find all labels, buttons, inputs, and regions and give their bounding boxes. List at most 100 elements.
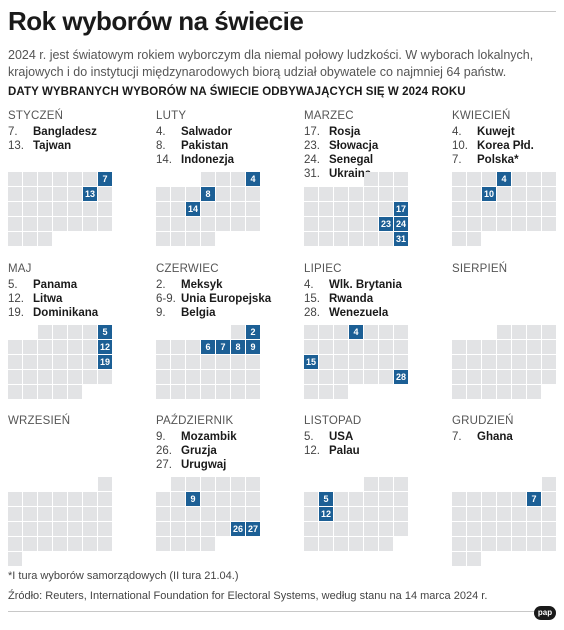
day-cell <box>38 202 52 216</box>
election-entry: 17. Rosja <box>304 125 360 139</box>
day-cell <box>364 187 378 201</box>
month-calendar: 7 13 <box>8 172 113 246</box>
day-cell <box>8 355 22 369</box>
day-cell <box>38 340 52 354</box>
day-cell <box>542 187 556 201</box>
election-day-cell: 7 <box>98 172 112 186</box>
election-date: 28. <box>304 307 320 319</box>
election-date: 24. <box>304 154 320 166</box>
day-cell <box>53 202 67 216</box>
election-date: 7. <box>8 126 18 138</box>
day-cell <box>512 325 526 339</box>
day-cell <box>364 370 378 384</box>
day-cell <box>394 355 408 369</box>
election-day-cell: 24 <box>394 217 408 231</box>
day-cell <box>171 217 185 231</box>
day-cell <box>304 522 318 536</box>
day-cell <box>319 217 333 231</box>
day-cell <box>542 355 556 369</box>
month-calendar: 4 8 14 <box>156 172 261 246</box>
day-cell <box>394 187 408 201</box>
day-cell <box>231 492 245 506</box>
election-day-cell: 10 <box>482 187 496 201</box>
day-cell <box>497 355 511 369</box>
day-cell <box>68 340 82 354</box>
election-day-cell: 9 <box>186 492 200 506</box>
day-cell <box>156 232 170 246</box>
day-cell <box>349 187 363 201</box>
election-day-cell: 6 <box>201 340 215 354</box>
month-name: KWIECIEŃ <box>452 110 511 122</box>
election-date: 7. <box>452 431 462 443</box>
day-cell <box>334 507 348 521</box>
day-cell <box>38 172 52 186</box>
election-country: Wlk. Brytania <box>329 279 402 291</box>
day-cell <box>156 187 170 201</box>
day-cell <box>68 537 82 551</box>
day-cell <box>497 187 511 201</box>
election-entry: 19. Dominikana <box>8 306 98 320</box>
month-panel: LISTOPAD 5. USA 12. Palau 5 12 <box>304 415 439 565</box>
day-cell <box>98 370 112 384</box>
day-cell <box>467 552 481 566</box>
day-cell <box>231 187 245 201</box>
day-cell <box>68 492 82 506</box>
day-cell <box>467 187 481 201</box>
day-cell <box>379 522 393 536</box>
day-cell <box>467 537 481 551</box>
election-date: 12. <box>8 293 24 305</box>
election-date: 31. <box>304 168 320 180</box>
election-day-cell: 8 <box>231 340 245 354</box>
day-cell <box>216 385 230 399</box>
day-cell <box>349 537 363 551</box>
day-cell <box>452 552 466 566</box>
day-cell <box>83 172 97 186</box>
day-cell <box>186 385 200 399</box>
election-country: Litwa <box>33 293 63 305</box>
day-cell <box>497 507 511 521</box>
day-cell <box>216 477 230 491</box>
election-date: 4. <box>304 279 314 291</box>
day-cell <box>349 522 363 536</box>
day-cell <box>334 187 348 201</box>
day-cell <box>98 217 112 231</box>
day-cell <box>319 370 333 384</box>
month-calendar: 4 15 28 <box>304 325 409 399</box>
day-cell <box>53 187 67 201</box>
election-day-cell: 2 <box>246 325 260 339</box>
day-cell <box>68 522 82 536</box>
month-panel: MAJ 5. Panama 12. Litwa 19. Dominikana 5 12 19 <box>8 263 143 413</box>
election-date: 17. <box>304 126 320 138</box>
election-country: Rwanda <box>329 293 374 305</box>
day-cell <box>8 522 22 536</box>
day-cell <box>201 492 215 506</box>
election-country: Bangladesz <box>33 126 97 138</box>
day-cell <box>23 187 37 201</box>
day-cell <box>23 355 37 369</box>
election-entry: 6-9. Unia Europejska <box>156 292 271 306</box>
day-cell <box>467 492 481 506</box>
day-cell <box>379 187 393 201</box>
day-cell <box>364 507 378 521</box>
day-cell <box>304 217 318 231</box>
day-cell <box>68 172 82 186</box>
election-date: 8. <box>156 140 166 152</box>
day-cell <box>497 537 511 551</box>
election-date: 19. <box>8 307 24 319</box>
day-cell <box>186 537 200 551</box>
day-cell <box>201 522 215 536</box>
day-cell <box>8 507 22 521</box>
intro-text: 2024 r. jest światowym rokiem wyborczym … <box>8 48 534 79</box>
day-cell <box>364 172 378 186</box>
day-cell <box>542 507 556 521</box>
month-panel: LUTY 4. Salwador 8. Pakistan 14. Indonezja 4 8 14 <box>156 110 291 260</box>
election-country: Belgia <box>181 307 216 319</box>
election-date: 13. <box>8 140 24 152</box>
day-cell <box>246 355 260 369</box>
day-cell <box>304 340 318 354</box>
day-cell <box>349 217 363 231</box>
day-cell <box>8 172 22 186</box>
day-cell <box>8 202 22 216</box>
month-name: STYCZEŃ <box>8 110 64 122</box>
day-cell <box>23 172 37 186</box>
